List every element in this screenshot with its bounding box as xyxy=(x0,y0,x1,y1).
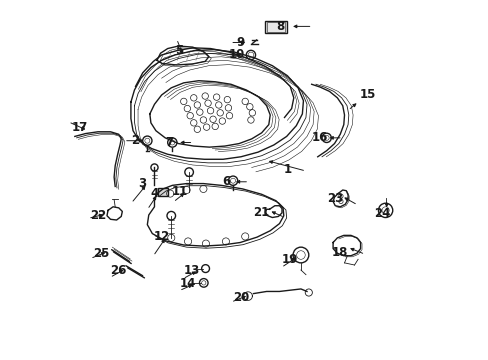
Text: 17: 17 xyxy=(71,121,87,134)
Text: 4: 4 xyxy=(150,187,158,200)
Text: 22: 22 xyxy=(90,209,106,222)
Text: 14: 14 xyxy=(180,277,196,290)
Text: 5: 5 xyxy=(175,44,183,57)
Text: 23: 23 xyxy=(327,192,343,205)
Text: 18: 18 xyxy=(331,246,348,258)
FancyBboxPatch shape xyxy=(157,188,168,196)
Text: 12: 12 xyxy=(153,230,169,243)
FancyBboxPatch shape xyxy=(264,21,286,33)
Text: 10: 10 xyxy=(228,48,244,61)
Text: 21: 21 xyxy=(253,206,269,219)
Text: 9: 9 xyxy=(236,36,244,49)
Text: 16: 16 xyxy=(311,131,327,144)
Text: 7: 7 xyxy=(165,136,173,149)
Text: 3: 3 xyxy=(138,177,146,190)
Text: 6: 6 xyxy=(222,175,229,188)
Text: 2: 2 xyxy=(131,134,140,147)
Text: 25: 25 xyxy=(93,247,109,260)
Text: 20: 20 xyxy=(232,291,248,304)
Text: 13: 13 xyxy=(183,264,199,276)
Text: 15: 15 xyxy=(359,88,375,101)
Text: 8: 8 xyxy=(276,20,284,33)
Text: 26: 26 xyxy=(110,264,127,276)
Text: 19: 19 xyxy=(282,253,298,266)
Text: 1: 1 xyxy=(283,163,291,176)
Text: 11: 11 xyxy=(172,185,188,198)
Text: 24: 24 xyxy=(373,207,389,220)
